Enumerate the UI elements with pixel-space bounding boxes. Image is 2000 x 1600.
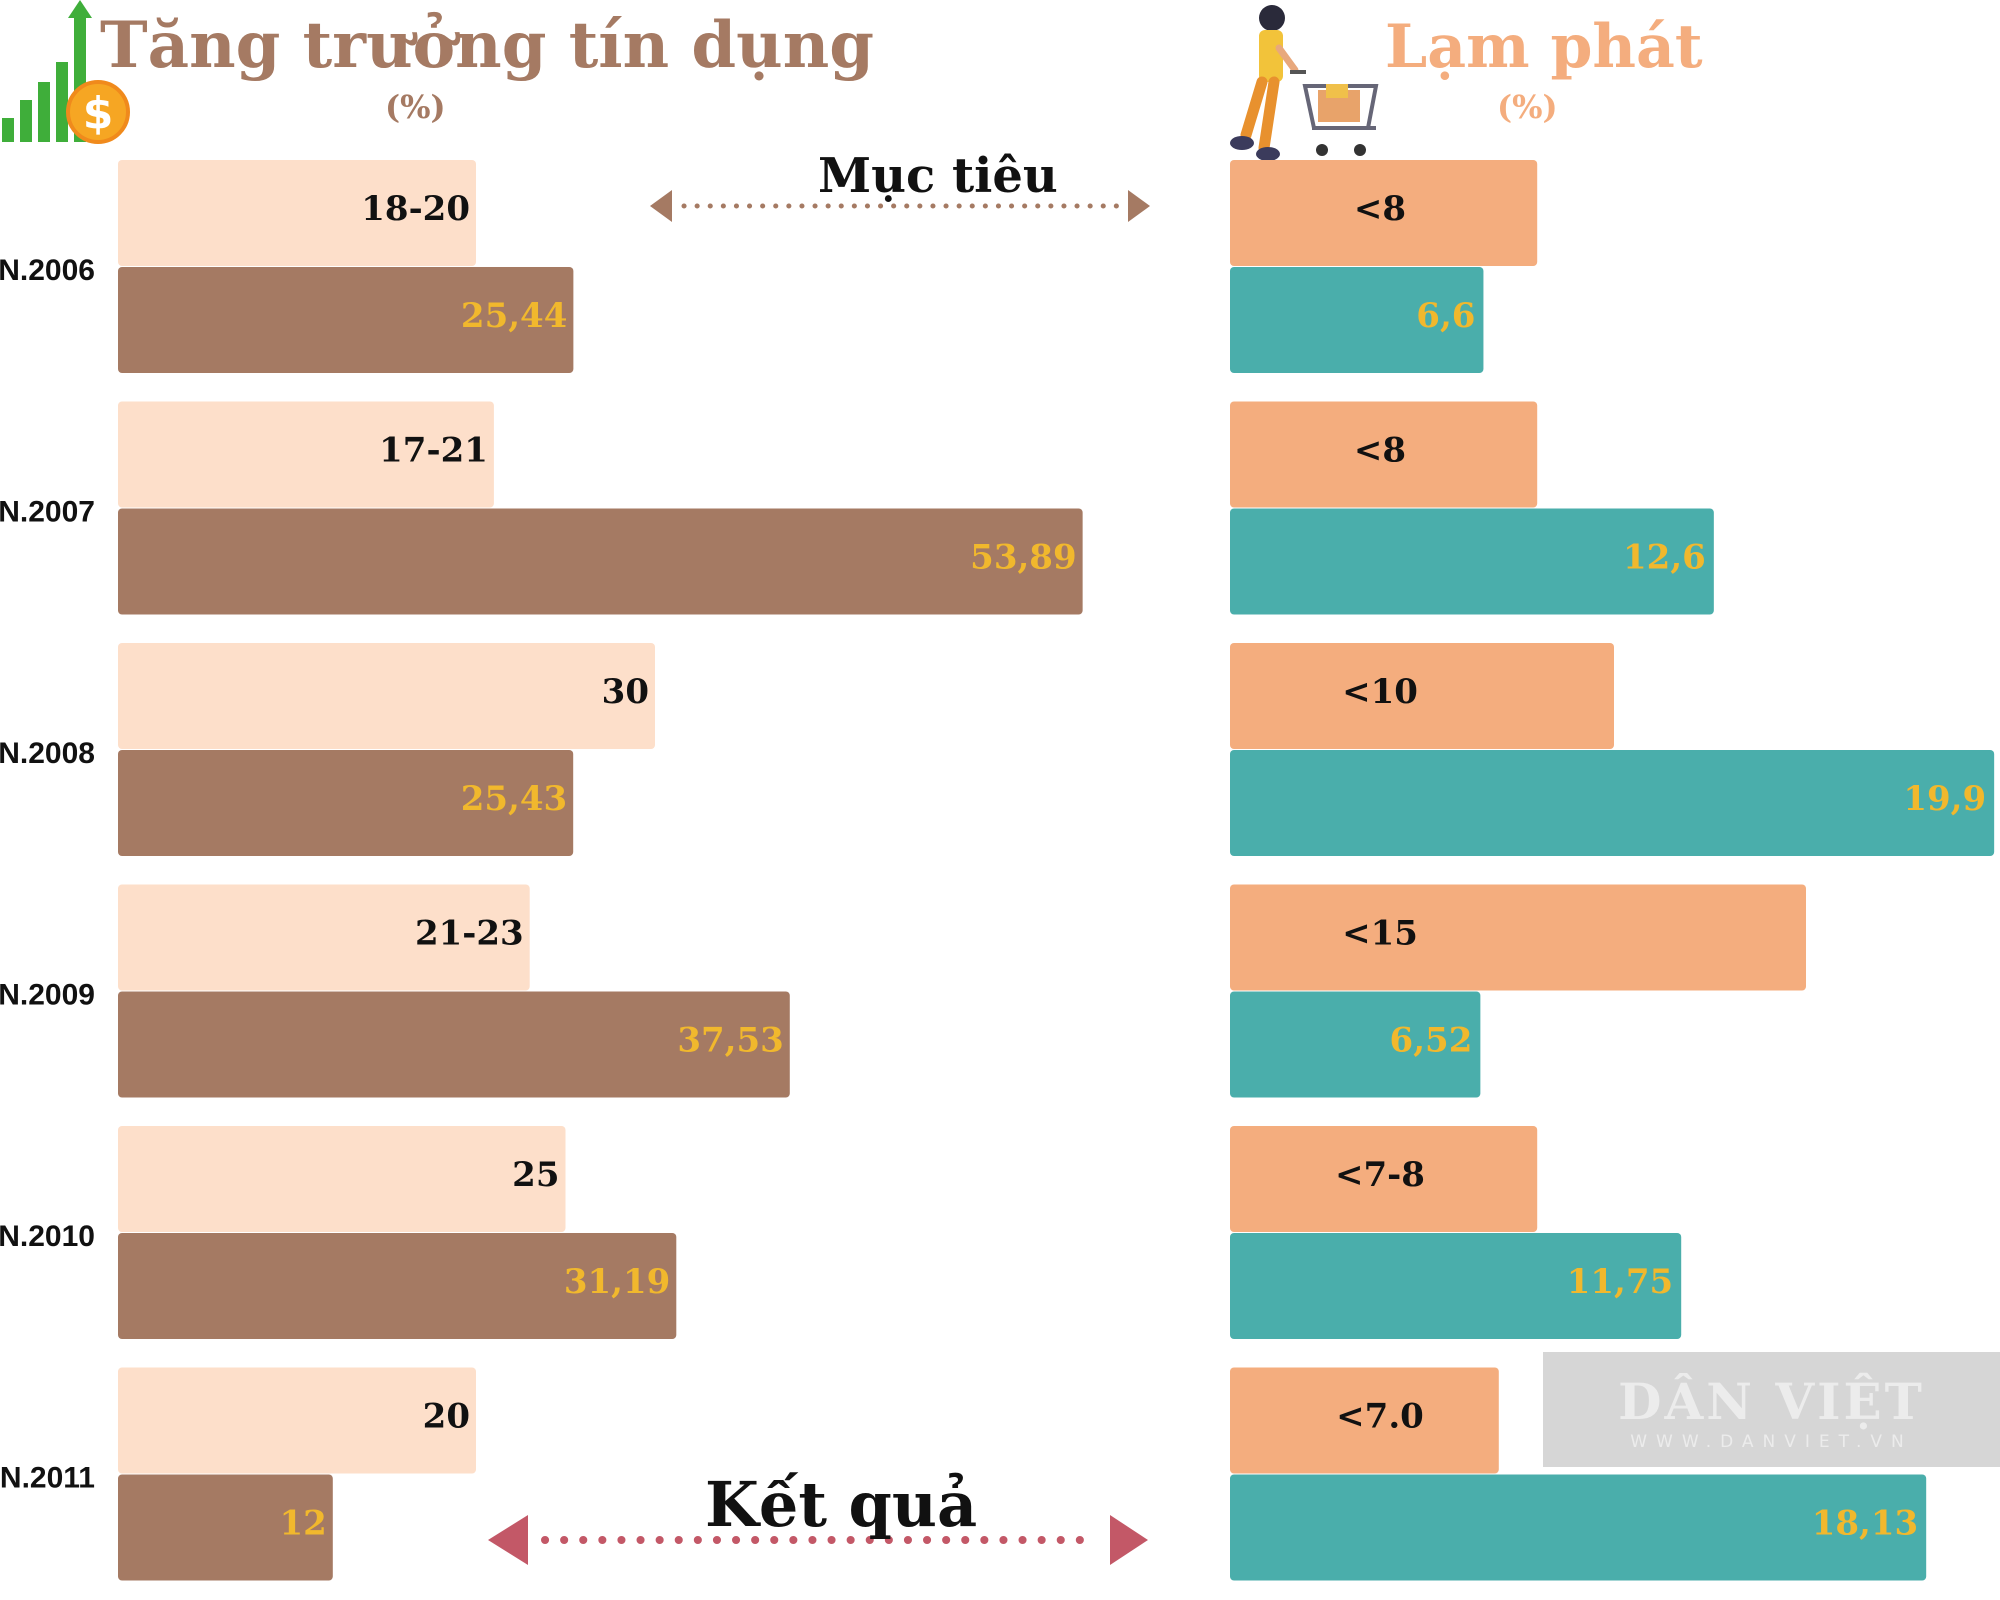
inflation-result-bar: [1230, 267, 1484, 373]
inflation-result-label: 11,75: [1567, 1262, 1673, 1302]
inflation-result-bar: [1230, 991, 1481, 1098]
year-label: N.2011: [0, 1462, 95, 1495]
credit-result-bar: [118, 991, 790, 1098]
credit-result-label: 31,19: [564, 1262, 670, 1302]
legend-result-label: Kết quả: [705, 1468, 978, 1541]
credit-target-bar: [118, 1367, 476, 1474]
credit-target-label: 18-20: [361, 189, 470, 229]
credit-result-bar: [118, 267, 574, 373]
inflation-target-bar: [1230, 160, 1538, 266]
inflation-result-bar: [1230, 1474, 1927, 1581]
inflation-target-label: <15: [1342, 914, 1418, 954]
inflation-target-label: <8: [1354, 431, 1406, 471]
inflation-title: Lạm phát: [1385, 12, 1703, 82]
credit-growth-title: Tăng trưởng tín dụng: [100, 8, 874, 83]
credit-result-label: 37,53: [677, 1021, 783, 1061]
bar-layer: N.2006 18-20 25,44 <8 6,6 N.2007 17-21 53,89 <8 1…: [0, 160, 1995, 1581]
year-label: N.2008: [0, 737, 95, 770]
inflation-target-bar: [1230, 1367, 1499, 1474]
credit-result-bar: [118, 1474, 333, 1581]
credit-result-bar: [118, 1233, 677, 1339]
credit-result-label: 12: [279, 1504, 326, 1544]
inflation-target-bar: [1230, 401, 1538, 508]
inflation-target-bar: [1230, 643, 1614, 749]
growth-chart-dollar-icon: $: [2, 0, 130, 144]
svg-text:$: $: [83, 88, 114, 139]
year-label: N.2006: [0, 254, 95, 287]
credit-target-label: 20: [423, 1397, 470, 1437]
credit-target-label: 17-21: [379, 431, 488, 471]
credit-target-bar: [118, 1126, 566, 1232]
credit-result-label: 25,44: [461, 296, 567, 336]
credit-target-bar: [118, 884, 530, 991]
credit-target-label: 30: [602, 672, 649, 712]
inflation-target-label: <7-8: [1335, 1155, 1425, 1195]
watermark-text: DÂN VIỆT: [1618, 1372, 1925, 1431]
credit-result-bar: [118, 750, 574, 856]
credit-target-bar: [118, 401, 494, 508]
credit-target-label: 25: [512, 1155, 559, 1195]
year-label: N.2010: [0, 1220, 95, 1253]
inflation-result-label: 12,6: [1623, 538, 1706, 578]
inflation-result-label: 19,9: [1903, 779, 1986, 819]
credit-growth-unit: (%): [385, 88, 446, 126]
year-label: N.2009: [0, 979, 95, 1012]
watermark-url: WWW.DANVIET.VN: [1630, 1432, 1913, 1452]
shopping-cart-person-icon: [1230, 5, 1379, 161]
inflation-target-label: <10: [1342, 672, 1418, 712]
inflation-result-label: 18,13: [1812, 1504, 1918, 1544]
credit-target-bar: [118, 643, 655, 749]
credit-target-bar: [118, 160, 476, 266]
target-arrow: [650, 190, 1150, 222]
result-arrow: [488, 1515, 1148, 1565]
inflation-result-label: 6,52: [1390, 1021, 1473, 1061]
inflation-target-bar: [1230, 1126, 1538, 1232]
legend-target-label: Mục tiêu: [818, 148, 1058, 204]
inflation-target-label: <7.0: [1336, 1397, 1424, 1437]
inflation-result-bar: [1230, 750, 1995, 856]
credit-result-label: 53,89: [970, 538, 1076, 578]
inflation-target-bar: [1230, 884, 1806, 991]
inflation-result-bar: [1230, 508, 1714, 615]
inflation-unit: (%): [1497, 88, 1558, 126]
year-label: N.2007: [0, 496, 95, 529]
inflation-result-label: 6,6: [1416, 296, 1475, 336]
credit-target-label: 21-23: [415, 914, 524, 954]
credit-result-bar: [118, 508, 1083, 615]
credit-result-label: 25,43: [461, 779, 567, 819]
inflation-target-label: <8: [1354, 189, 1406, 229]
watermark-logo: DÂN VIỆT WWW.DANVIET.VN: [1543, 1352, 2000, 1467]
inflation-result-bar: [1230, 1233, 1682, 1339]
